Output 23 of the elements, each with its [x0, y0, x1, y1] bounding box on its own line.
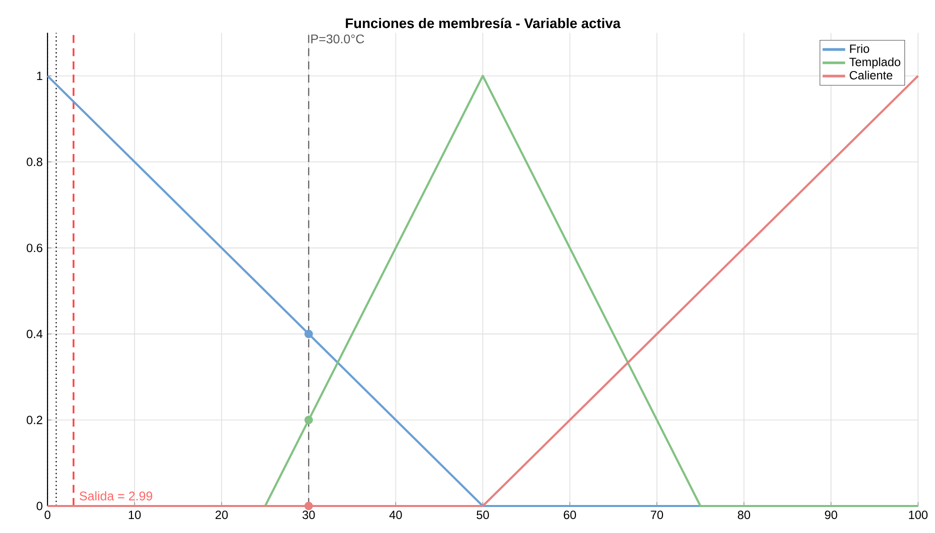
y-tick-label: 1	[37, 72, 42, 80]
x-tick-label: 30	[302, 510, 315, 520]
legend-label: Caliente	[850, 70, 892, 80]
legend-label: Templado	[849, 57, 900, 69]
x-tick-label: 40	[389, 510, 402, 520]
y-tick-label: 0.8	[26, 158, 42, 166]
chart-title: Funciones de membresía - Variable activa	[346, 18, 621, 28]
ref-line-label: P=30.0°C	[311, 34, 364, 44]
x-tick-label: 90	[824, 510, 838, 520]
y-tick-label: 0.2	[26, 416, 42, 424]
x-tick-label: 20	[216, 510, 228, 520]
legend-label: Frio	[850, 44, 870, 53]
x-tick-label: 70	[650, 510, 664, 520]
y-tick-label: 0	[36, 502, 42, 510]
annotation: Salida = 2.99	[80, 491, 152, 500]
y-tick-label: 0.6	[26, 244, 42, 252]
x-tick-label: 100	[909, 510, 928, 520]
x-tick-label: 50	[476, 510, 489, 520]
x-tick-label: 60	[564, 510, 576, 520]
x-tick-label: 10	[128, 510, 141, 520]
x-tick-label: 0	[44, 510, 50, 520]
y-tick-label: 0.4	[26, 330, 42, 338]
x-tick-label: 80	[738, 510, 750, 520]
